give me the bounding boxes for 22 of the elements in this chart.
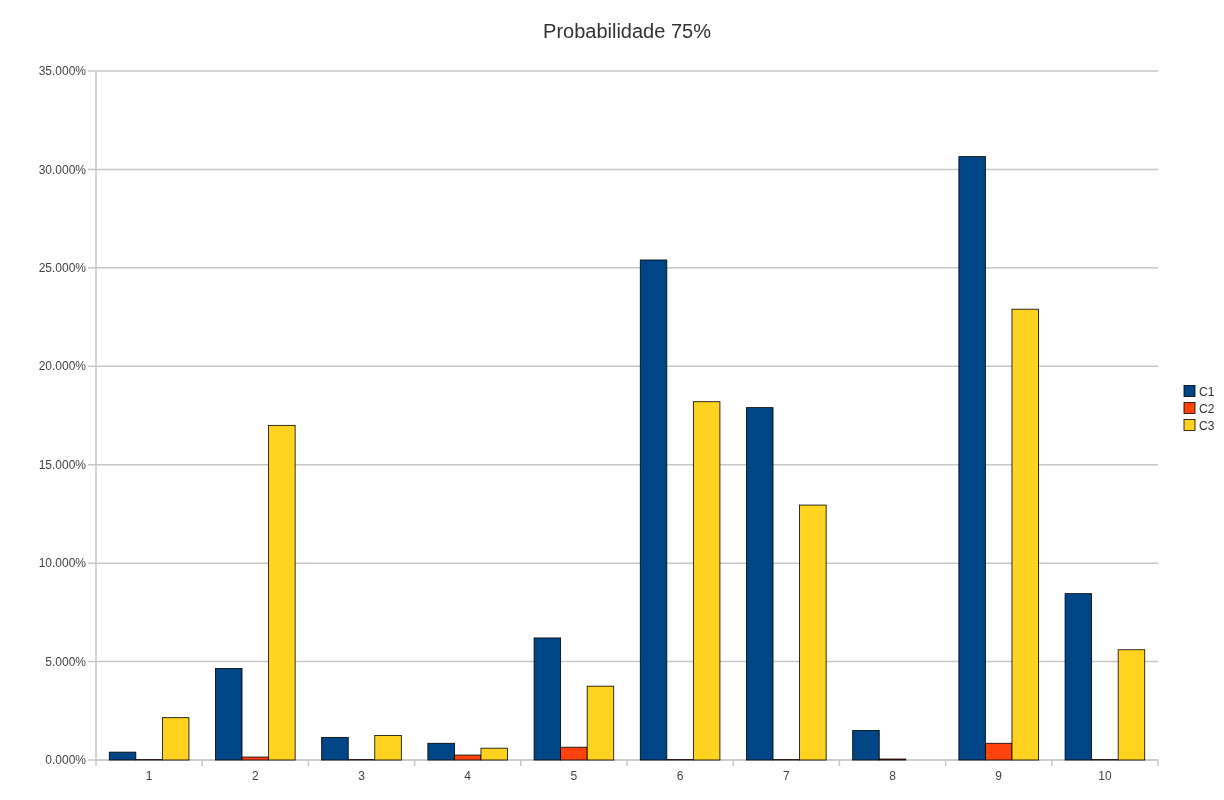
x-tick-label: 5 [570,769,578,783]
x-tick-label: 10 [1098,769,1112,783]
x-tick-label: 6 [676,769,684,783]
y-tick-label: 0.000% [45,753,87,768]
chart-title: Probabilidade 75% [543,20,712,42]
y-tick-label: 20.000% [38,359,87,374]
x-tick-label: 8 [889,769,897,783]
x-tick-label: 3 [358,769,366,783]
y-tick-label: 25.000% [38,261,87,276]
y-tick-label: 35.000% [38,64,87,79]
y-tick-label: 30.000% [38,162,87,177]
x-tick-label: 4 [464,769,472,783]
x-tick-label: 1 [145,769,153,783]
y-tick-label: 10.000% [38,556,87,571]
x-tick-label: 2 [251,769,259,783]
legend-label: C2 [1199,401,1215,416]
x-tick-label: 9 [995,769,1003,783]
legend-label: C1 [1199,384,1215,399]
y-tick-label: 15.000% [38,457,87,472]
y-tick-label: 5.000% [45,654,87,669]
legend-label: C3 [1199,418,1215,433]
x-tick-label: 7 [782,769,790,783]
